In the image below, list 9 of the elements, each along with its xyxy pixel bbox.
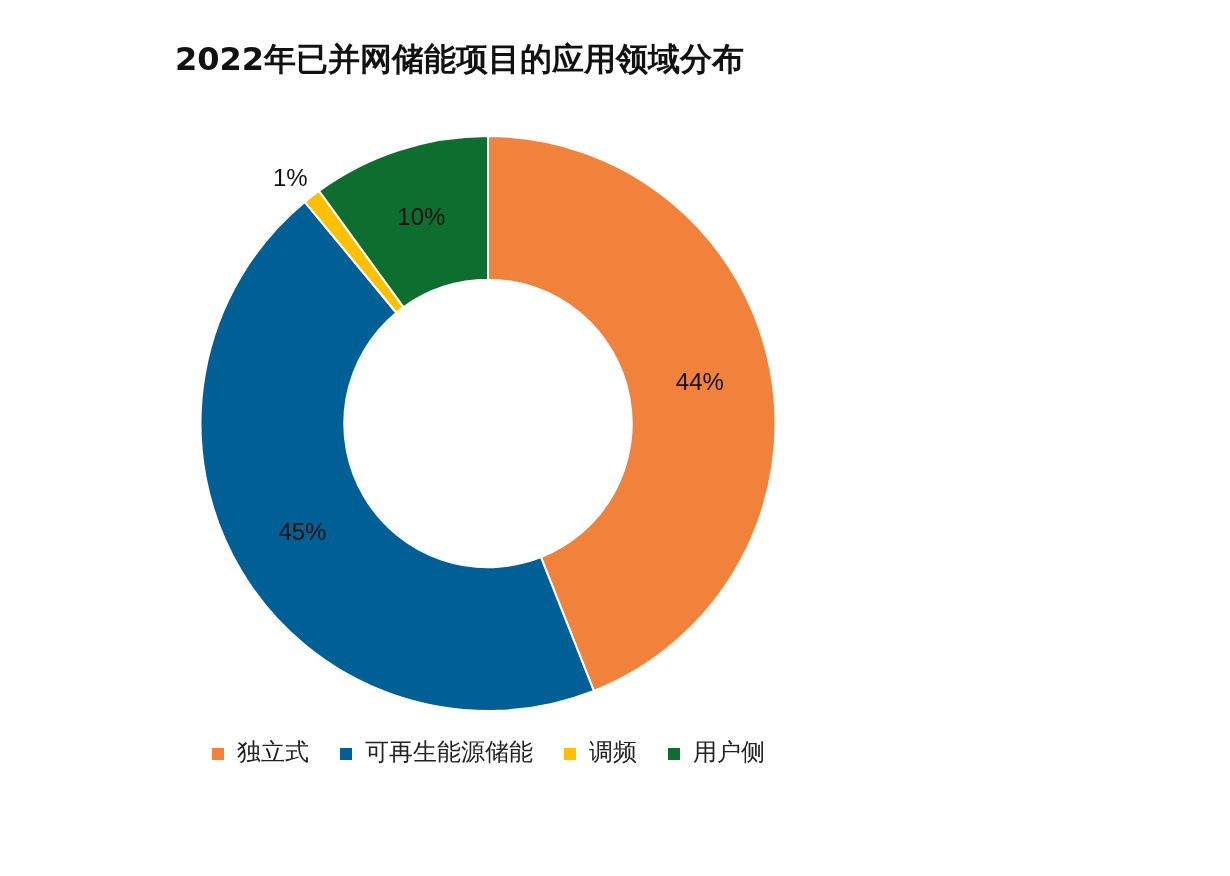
- legend-label: 可再生能源储能: [365, 738, 533, 767]
- data-label: 44%: [675, 367, 724, 395]
- legend-label: 用户侧: [693, 738, 765, 767]
- legend-label: 调频: [589, 738, 637, 767]
- data-label: 45%: [278, 517, 327, 545]
- legend-label: 独立式: [237, 738, 309, 767]
- data-label: 1%: [272, 163, 308, 191]
- chart-title: 2022年已并网储能项目的应用领域分布: [175, 39, 745, 80]
- data-label: 10%: [397, 203, 446, 231]
